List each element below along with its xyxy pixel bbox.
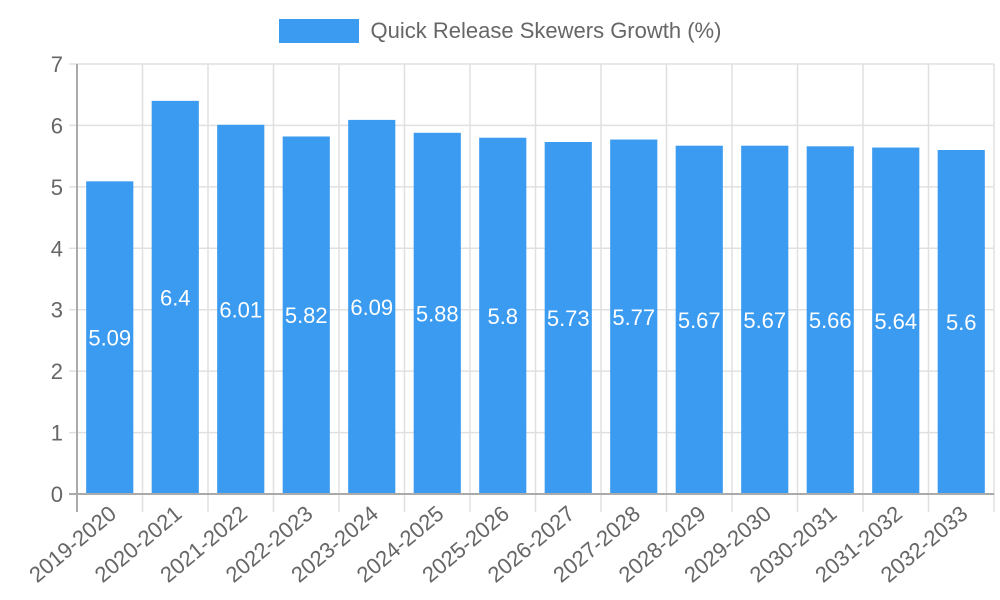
bar[interactable] — [217, 124, 265, 495]
data-label: 6.4 — [160, 285, 191, 310]
bar[interactable] — [806, 146, 854, 495]
data-label: 5.67 — [678, 308, 721, 333]
bar[interactable] — [675, 145, 723, 494]
bar[interactable] — [544, 142, 592, 494]
data-label: 5.82 — [285, 303, 328, 328]
y-tick-label: 5 — [51, 175, 63, 200]
chart-legend: Quick Release Skewers Growth (%) — [0, 18, 1000, 44]
data-label: 5.73 — [547, 306, 590, 331]
bar[interactable] — [872, 147, 920, 495]
bar[interactable] — [741, 145, 789, 494]
y-tick-label: 0 — [51, 482, 63, 507]
data-label: 6.09 — [350, 295, 393, 320]
bar[interactable] — [413, 132, 461, 495]
data-label: 5.67 — [743, 308, 786, 333]
data-label: 5.66 — [809, 308, 852, 333]
data-label: 5.77 — [612, 305, 655, 330]
y-tick-label: 4 — [51, 236, 63, 261]
y-tick-label: 2 — [51, 359, 63, 384]
data-label: 5.8 — [487, 304, 518, 329]
bar[interactable] — [610, 139, 658, 495]
data-label: 5.09 — [88, 326, 131, 351]
legend-label: Quick Release Skewers Growth (%) — [370, 18, 722, 43]
data-label: 5.88 — [416, 301, 459, 326]
bar[interactable] — [151, 100, 199, 494]
y-tick-label: 6 — [51, 113, 63, 138]
bar[interactable] — [348, 119, 396, 495]
bar[interactable] — [282, 136, 330, 494]
legend-swatch[interactable] — [278, 19, 359, 43]
data-label: 6.01 — [219, 297, 262, 322]
bar[interactable] — [86, 181, 134, 495]
data-label: 5.6 — [946, 310, 977, 335]
bar[interactable] — [479, 137, 527, 494]
y-tick-label: 3 — [51, 298, 63, 323]
y-tick-label: 7 — [51, 52, 63, 77]
bar[interactable] — [937, 150, 985, 494]
data-label: 5.64 — [874, 309, 917, 334]
y-tick-label: 1 — [51, 421, 63, 446]
